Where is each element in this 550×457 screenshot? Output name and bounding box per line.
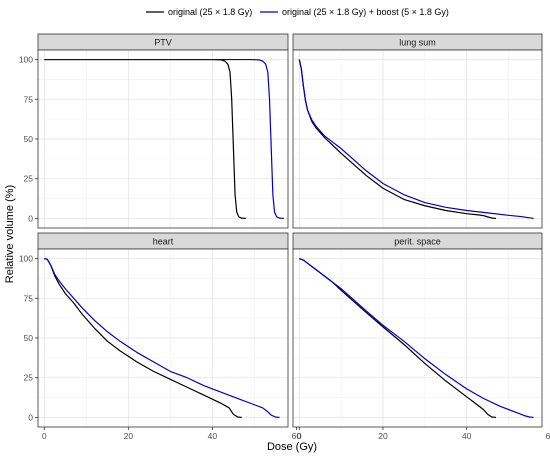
- y-tick-label: 50: [24, 333, 34, 343]
- panel-perit-space: perit. space: [292, 232, 550, 428]
- series-line-boost: [298, 59, 534, 220]
- panel-heart: heart: [37, 232, 297, 428]
- legend-label-original: original (25 × 1.8 Gy): [168, 7, 252, 17]
- y-tick-label: 100: [19, 55, 33, 65]
- facet-title: perit. space: [394, 237, 441, 247]
- y-axis-title: Relative volume (%): [4, 185, 16, 283]
- x-tick-label: 20: [378, 431, 388, 441]
- y-tick-label: 0: [28, 412, 33, 422]
- legend: original (25 × 1.8 Gy) original (25 × 1.…: [146, 7, 449, 17]
- panel-border: [292, 49, 543, 229]
- y-tick-label: 50: [24, 134, 34, 144]
- y-tick-label: 75: [24, 94, 34, 104]
- series-line-original: [44, 257, 242, 419]
- y-tick-label: 0: [28, 213, 33, 223]
- panel-border: [292, 248, 543, 428]
- panel-ptv: PTV: [37, 33, 297, 229]
- x-axis-title: Dose (Gy): [267, 441, 317, 453]
- x-tick-label: 0: [42, 431, 47, 441]
- y-tick-label: 75: [24, 293, 34, 303]
- facet-title: lung sum: [399, 38, 436, 48]
- series-line-boost: [299, 257, 534, 419]
- facet-title: PTV: [154, 38, 172, 48]
- x-tick-label: 40: [462, 431, 472, 441]
- axis-ticks: 0255075100025507510002040600204060: [19, 55, 550, 441]
- legend-label-boost: original (25 × 1.8 Gy) + boost (5 × 1.8 …: [282, 7, 449, 17]
- y-tick-label: 25: [24, 373, 34, 383]
- series-line-boost: [44, 58, 284, 220]
- x-tick-label: 20: [124, 431, 134, 441]
- x-tick-label: 60: [546, 431, 550, 441]
- series-line-boost: [44, 257, 280, 419]
- facet-panels: PTV lung sum heart perit. space: [37, 33, 550, 428]
- x-tick-label: 0: [297, 431, 302, 441]
- x-tick-label: 60: [292, 431, 302, 441]
- panel-lung-sum: lung sum: [292, 33, 550, 229]
- y-tick-label: 100: [19, 254, 33, 264]
- y-tick-label: 25: [24, 174, 34, 184]
- facet-title: heart: [153, 237, 174, 247]
- x-tick-label: 40: [208, 431, 218, 441]
